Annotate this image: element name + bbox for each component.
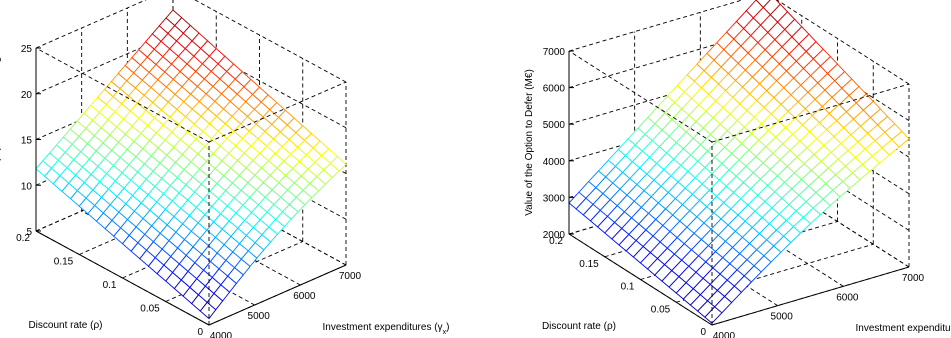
z-tick-label: 7000 <box>543 47 566 58</box>
z-tick-label: 20 <box>21 90 33 101</box>
x-tick-label: 6000 <box>836 292 859 303</box>
x-tick-label: 5000 <box>248 311 271 322</box>
z-tick-label: 5000 <box>543 120 566 131</box>
y-axis-title: Discount rate (ρ) <box>542 321 616 332</box>
y-tick-label: 0.15 <box>54 257 74 268</box>
z-tick-label: 5 <box>26 227 32 238</box>
z-axis-title: Value of the Option to Defer (M€) <box>524 69 535 216</box>
y-tick-label: 0.05 <box>140 304 160 315</box>
wall-grid-line <box>35 33 174 95</box>
surface-plot-critical-demand: 5 10 15 20 25 0 0.05 0.1 0.15 0.2 4000 5000 6000 7000… <box>0 0 449 338</box>
y-tick-label: 0 <box>700 327 706 338</box>
wall-grid-line <box>776 0 910 85</box>
z-axis-title: Critical Demand (x*) - Million of Passen… <box>0 43 2 236</box>
x-tick-label: 7000 <box>902 273 925 284</box>
surface-cell <box>329 155 347 172</box>
y-tick-label: 0.2 <box>549 236 563 247</box>
box-edge <box>208 81 347 143</box>
x-tick-label: 4000 <box>210 331 233 338</box>
y-tick-label: 0 <box>197 327 203 338</box>
wall-grid-line <box>35 0 147 49</box>
floor-grid-line <box>676 243 874 303</box>
box-edge <box>711 83 910 143</box>
y-tick-label: 0.05 <box>651 304 671 315</box>
box-edge <box>35 47 210 143</box>
z-tick-label: 10 <box>21 181 33 192</box>
floor-grid-line <box>122 217 260 279</box>
wall-grid-line <box>35 170 174 232</box>
z-tick-label: 6000 <box>543 84 566 95</box>
floor-grid-line <box>640 221 838 280</box>
box-edge <box>568 50 713 143</box>
y-axis-title: Discount rate (ρ) <box>28 320 102 331</box>
z-tick-label: 4000 <box>543 157 566 168</box>
wall-grid-line <box>194 0 347 83</box>
surface-cell <box>891 130 910 148</box>
z-tick-label: 2000 <box>543 230 566 241</box>
y-tick-label: 0.1 <box>621 282 635 293</box>
surface-plot-option-value: 2000 3000 4000 5000 6000 7000 0 0.05 0.1 0.15 0.2 4… <box>524 0 951 338</box>
y-axis-line <box>568 233 713 326</box>
surface-mesh <box>35 9 347 320</box>
wall-grid-line <box>35 79 174 140</box>
z-tick-label: 15 <box>21 136 33 147</box>
y-tick-label: 0.1 <box>103 280 117 291</box>
z-tick-label: 25 <box>21 44 33 55</box>
floor-grid-line <box>79 194 217 255</box>
z-tick-label: 3000 <box>543 193 566 204</box>
x-tick-label: 5000 <box>771 312 794 323</box>
x-axis-title: Investment expenditures (γx) <box>323 322 450 336</box>
y-tick-label: 0.15 <box>579 259 599 270</box>
x-axis-title: Investment expenditures (γx) <box>856 323 951 337</box>
wall-grid-line <box>568 0 744 52</box>
y-tick-label: 0.2 <box>16 233 30 244</box>
x-axis-line <box>208 264 347 326</box>
surface-mesh <box>568 0 910 324</box>
y-axis-line <box>35 230 210 326</box>
x-axis-line <box>711 266 910 326</box>
x-tick-label: 6000 <box>293 291 316 302</box>
x-tick-label: 7000 <box>339 271 362 282</box>
x-tick-label: 4000 <box>713 331 736 338</box>
